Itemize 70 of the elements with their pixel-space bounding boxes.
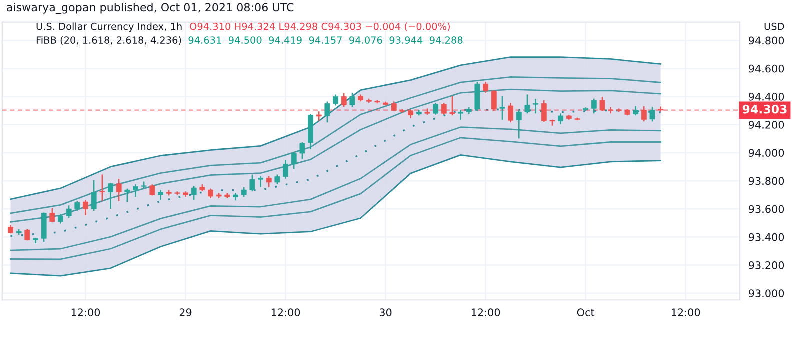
y-tick-label: 94.400 [748, 92, 784, 101]
candlestick [583, 108, 589, 112]
candlestick [341, 93, 347, 108]
candlestick [641, 106, 647, 122]
y-tick-label: 94.000 [748, 149, 784, 158]
candlestick [500, 96, 506, 120]
candlestick [483, 82, 489, 94]
candlestick [491, 90, 497, 112]
candlestick [291, 152, 297, 169]
y-tick-label: 93.200 [748, 262, 784, 270]
candlestick [591, 98, 597, 114]
candlestick [433, 103, 438, 115]
candlestick [108, 183, 114, 210]
annotation: 94.631 94.500 94.419 94.157 94.076 93.944 94.288 [188, 36, 463, 44]
candlestick [191, 186, 197, 200]
annotation: O94.310 H94.324 L94.298 C94.303 −0.004 (−0.00%) [190, 22, 450, 32]
x-tick-label: Oct [577, 308, 595, 317]
candlestick [458, 110, 464, 120]
candlestick [91, 180, 97, 212]
candlestick [658, 106, 664, 112]
candlestick [508, 103, 514, 123]
candlestick [324, 102, 330, 123]
candlestick [124, 188, 130, 202]
candlestick [100, 174, 106, 202]
line-series [10, 154, 662, 277]
candlestick [50, 208, 56, 222]
candlestick [558, 114, 564, 124]
y-tick-label: 94.200 [748, 121, 784, 129]
x-tick-label: 30 [380, 308, 392, 317]
candlestick [83, 200, 88, 216]
text: aiswarya_gopan published, Oct 01, 2021 08:06 UTC [7, 3, 294, 14]
y-tick-label: 93.800 [748, 177, 784, 186]
candlestick [333, 94, 338, 106]
ref-line-label: 94.303 [742, 104, 787, 114]
candlestick [158, 190, 164, 200]
candlestick [441, 103, 447, 115]
candlestick [33, 238, 38, 244]
candlestick [533, 99, 539, 114]
candlestick [541, 100, 547, 122]
candlestick [608, 107, 614, 114]
y-tick-label: 94.600 [748, 64, 784, 73]
x-tick-label: 29 [180, 308, 192, 317]
candlestick [600, 97, 606, 112]
candlestick [516, 110, 522, 139]
y-tick-label: 94.800 [748, 36, 784, 45]
candlestick [150, 184, 156, 196]
candlestick [266, 176, 272, 188]
candlestick [116, 178, 122, 202]
candlestick [524, 94, 530, 114]
candlestick [350, 93, 356, 108]
candlestick [650, 107, 656, 122]
candlestick [300, 142, 306, 160]
x-tick-label: 12:00 [72, 308, 100, 317]
x-tick-label: 12:00 [272, 308, 300, 317]
candlestick [250, 174, 256, 192]
candlestick [24, 230, 30, 241]
candlestick [258, 176, 264, 188]
y-tick-label: 93.600 [748, 205, 784, 214]
line-series [10, 56, 662, 200]
chart-title: U.S. Dollar Currency Index, 1h [36, 22, 182, 32]
candlestick [133, 184, 138, 198]
text: USD [764, 22, 784, 30]
candlestick [450, 96, 456, 116]
y-tick-label: 93.000 [748, 290, 784, 298]
annotation: FiBB (20, 1.618, 2.618, 4.236) [36, 36, 182, 46]
candlestick [66, 206, 72, 218]
candlestick [283, 160, 288, 179]
x-tick-label: 12:00 [672, 308, 700, 317]
x-tick-label: 12:00 [472, 308, 500, 317]
y-tick-label: 93.400 [748, 233, 784, 242]
